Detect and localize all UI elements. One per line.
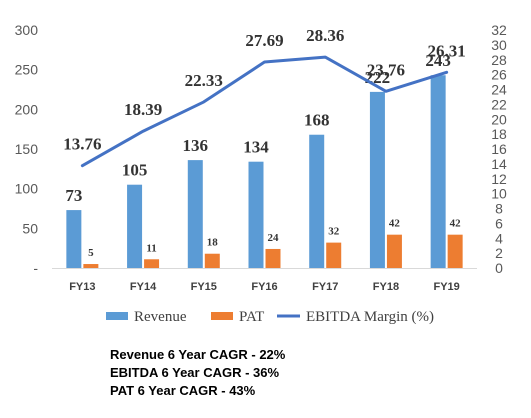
y-left-tick-label: 200 [15,101,39,117]
y-right-tick-label: 14 [491,156,507,172]
ebitda-data-label: 26.31 [428,41,466,60]
ebitda-data-label: 22.33 [185,71,223,90]
x-tick-label: FY16 [251,281,277,293]
ebitda-data-label: 28.36 [306,26,344,45]
revenue-data-label: 168 [304,111,330,130]
x-tick-label: FY14 [130,281,157,293]
revenue-bar [430,75,446,268]
pat-data-label: 24 [268,232,280,244]
revenue-bar [248,161,264,268]
x-tick-label: FY18 [373,281,399,293]
y-left-tick-label: 50 [22,220,38,236]
pat-bar [204,253,220,268]
x-tick-label: FY13 [69,281,95,293]
revenue-bar [187,160,203,268]
x-tick-label: FY17 [312,281,338,293]
pat-bar [144,259,160,268]
pat-bar [386,234,402,268]
revenue-cagr-note: Revenue 6 Year CAGR - 22% [110,347,286,362]
y-left-tick-label: 100 [15,181,39,197]
revenue-bar [66,210,82,268]
revenue-bar [309,134,325,268]
y-right-tick-label: 28 [491,52,507,68]
legend-label-pat: PAT [239,309,264,325]
ebitda-data-label: 13.76 [63,135,101,154]
ebitda-cagr-note: EBITDA 6 Year CAGR - 36% [110,365,280,380]
ebitda-margin-line [80,55,449,168]
revenue-data-label: 136 [183,136,209,155]
revenue-bar [369,91,385,268]
y-left-tick-label: 250 [15,62,39,78]
legend-label-revenue: Revenue [134,309,187,325]
ebitda-data-label: 27.69 [245,31,283,50]
legend-swatch-pat [211,312,233,320]
revenue-data-label: 73 [65,186,82,205]
y-right-tick-label: 2 [495,245,503,261]
legend-label-ebitda: EBITDA Margin (%) [306,309,434,325]
pat-data-label: 42 [389,218,401,230]
y-right-tick-label: 8 [495,201,503,217]
pat-bar [447,234,463,268]
y-right-tick-label: 18 [491,126,507,142]
cagr-notes: Revenue 6 Year CAGR - 22% EBITDA 6 Year … [110,346,285,400]
y-right-tick-label: 26 [491,67,507,83]
y-right-tick-label: 6 [495,215,503,231]
revenue-bar [127,184,143,268]
y-right-tick-label: 32 [491,22,507,38]
y-right-tick-label: 4 [495,230,503,246]
revenue-data-label: 243 [425,51,451,70]
y-right-tick-label: 16 [491,141,507,157]
pat-bar [265,248,281,268]
y-right-tick-label: 0 [495,260,503,276]
pat-data-label: 32 [328,226,340,238]
pat-bar [326,242,342,268]
pat-data-label: 18 [207,237,219,249]
pat-cagr-note: PAT 6 Year CAGR - 43% [110,383,256,398]
pat-data-label: 5 [88,247,94,259]
y-left-tick-label: - [33,260,38,276]
y-right-tick-label: 22 [491,96,507,112]
legend-swatch-revenue [106,312,128,320]
y-left-tick-label: 150 [15,141,39,157]
pat-data-label: 42 [450,218,462,230]
y-left-tick-label: 300 [15,22,39,38]
ebitda-data-label: 18.39 [124,100,162,119]
pat-data-label: 11 [146,242,156,254]
y-right-tick-label: 30 [491,37,507,53]
y-right-tick-label: 12 [491,171,507,187]
x-tick-label: FY19 [433,281,459,293]
y-right-tick-label: 24 [491,82,507,98]
revenue-data-label: 105 [122,161,148,180]
pat-bar [83,264,99,268]
x-tick-label: FY15 [191,281,217,293]
ebitda-data-label: 23.76 [367,60,405,79]
y-right-tick-label: 20 [491,111,507,127]
revenue-data-label: 134 [243,138,269,157]
y-right-tick-label: 10 [491,186,507,202]
